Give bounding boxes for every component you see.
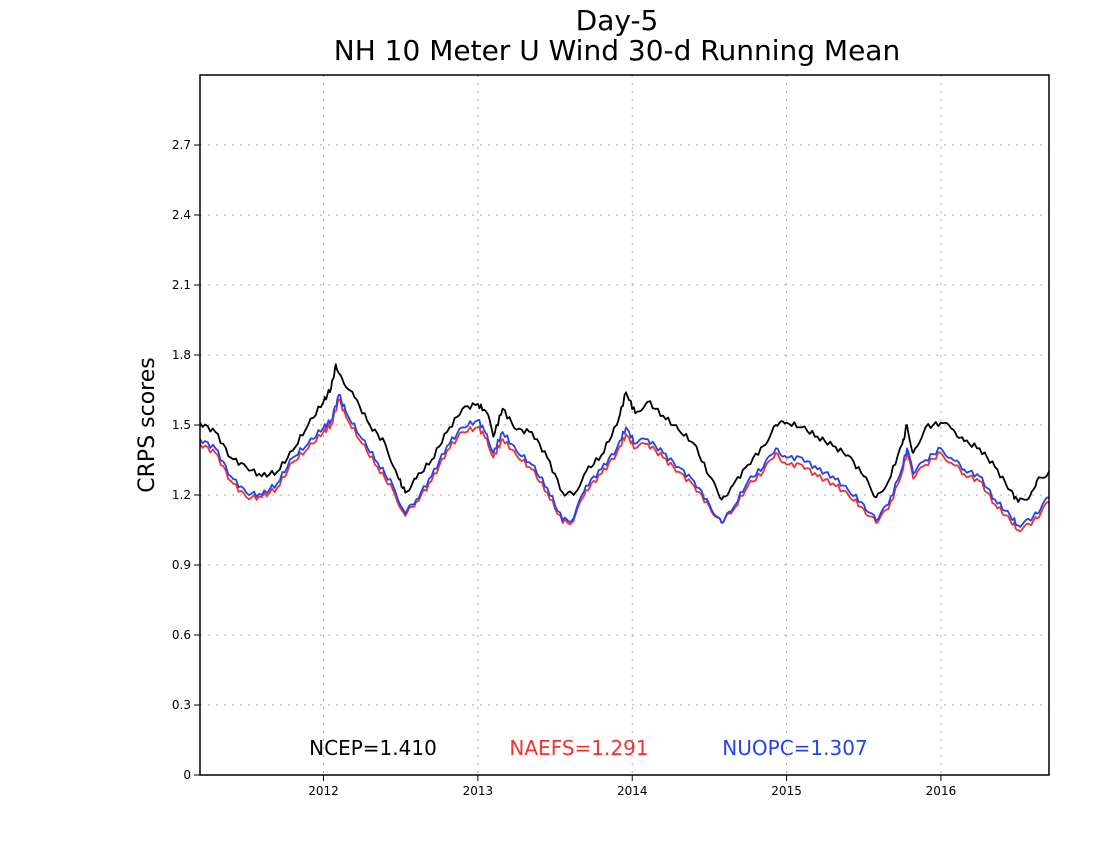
series-line-nuopc <box>199 393 1050 528</box>
legend-ncep: NCEP=1.410 <box>309 736 437 760</box>
y-tick-label: 2.1 <box>172 278 191 292</box>
x-tick-label: 2013 <box>463 784 494 798</box>
x-tick-label: 2016 <box>926 784 957 798</box>
legend-nuopc: NUOPC=1.307 <box>722 736 867 760</box>
series-line-naefs <box>199 398 1050 533</box>
chart-subtitle: NH 10 Meter U Wind 30-d Running Mean <box>334 34 900 67</box>
legend-naefs: NAEFS=1.291 <box>509 736 648 760</box>
y-tick-label: 1.8 <box>172 348 191 362</box>
y-tick-label: 0 <box>183 768 191 782</box>
plot-frame <box>199 74 1050 776</box>
y-axis-ticks: 0 0.3 0.6 0.9 1.2 1.5 1.8 2.1 2.4 2.7 <box>172 138 200 782</box>
y-tick-label: 0.6 <box>172 628 191 642</box>
y-tick-label: 2.7 <box>172 138 191 152</box>
y-tick-label: 0.3 <box>172 698 191 712</box>
series-line-ncep <box>199 363 1050 503</box>
chart-title: Day-5 <box>576 4 659 37</box>
y-tick-label: 1.5 <box>172 418 191 432</box>
y-axis-label: CRPS scores <box>135 357 160 492</box>
x-tick-label: 2015 <box>771 784 802 798</box>
grid <box>200 75 1049 775</box>
y-tick-label: 0.9 <box>172 558 191 572</box>
series-lines <box>199 363 1050 533</box>
y-tick-label: 2.4 <box>172 208 191 222</box>
legend: NCEP=1.410 NAEFS=1.291 NUOPC=1.307 <box>309 736 868 760</box>
y-tick-label: 1.2 <box>172 488 191 502</box>
x-axis-ticks: 2012 2013 2014 2015 2016 <box>308 775 956 798</box>
x-tick-label: 2014 <box>617 784 648 798</box>
x-tick-label: 2012 <box>308 784 339 798</box>
